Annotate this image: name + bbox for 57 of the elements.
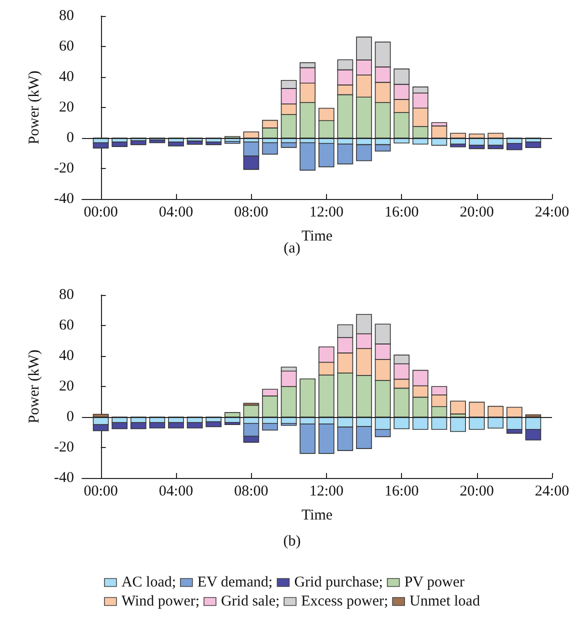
x-tick-label: 04:00 <box>158 204 194 220</box>
bar <box>243 132 260 138</box>
legend-label: EV demand; <box>197 574 273 590</box>
y-tick-label: 0 <box>66 130 74 146</box>
y-tick-label: 20 <box>59 100 74 116</box>
legend-label: Excess power; <box>301 594 388 610</box>
x-tick-label: 00:00 <box>84 484 118 500</box>
y-tick-label: -40 <box>54 191 74 207</box>
y-tick-label: 80 <box>59 287 74 303</box>
y-axis-title: Power (kW) <box>26 350 42 424</box>
y-tick-label: 60 <box>59 38 74 54</box>
x-axis-title: Time <box>301 228 333 244</box>
x-tick-label: 00:00 <box>84 204 118 220</box>
bar <box>450 400 466 414</box>
bar <box>300 142 316 171</box>
y-tick-label: 20 <box>59 378 74 394</box>
x-tick-label: 12:00 <box>309 484 344 500</box>
x-tick-label: 20:00 <box>460 204 494 220</box>
x-tick-label: 20:00 <box>460 484 494 500</box>
y-tick-label: -20 <box>54 440 74 456</box>
legend-label: Wind power; <box>121 594 200 610</box>
x-axis-title: Time <box>301 508 333 524</box>
y-tick-label: -40 <box>54 470 74 486</box>
y-tick-label: 40 <box>59 348 74 364</box>
bar <box>186 140 203 145</box>
legend-label: PV power <box>404 574 464 590</box>
bar <box>168 142 184 146</box>
legend-label: Grid purchase; <box>294 574 383 590</box>
x-tick-label: 08:00 <box>234 484 268 500</box>
bar <box>149 140 166 144</box>
legend-label: Grid sale; <box>220 594 280 610</box>
x-tick-label: 08:00 <box>234 204 268 220</box>
y-axis-title: Power (kW) <box>26 70 42 144</box>
bar <box>130 140 146 146</box>
bar <box>525 142 542 148</box>
x-tick-label: 04:00 <box>158 484 194 500</box>
y-tick-label: 0 <box>66 409 74 425</box>
bar <box>318 142 334 168</box>
bar <box>112 142 128 147</box>
text: (a) <box>284 240 300 256</box>
bar <box>450 416 466 432</box>
legend-label: Unmet load <box>410 594 480 610</box>
x-tick-label: 12:00 <box>309 204 344 220</box>
x-tick-label: 16:00 <box>384 484 419 500</box>
y-tick-label: 60 <box>59 318 74 334</box>
bar <box>262 142 278 155</box>
x-tick-label: 16:00 <box>384 204 419 220</box>
bar <box>206 142 222 146</box>
bar <box>224 422 240 426</box>
x-tick-label: 24:00 <box>534 204 570 220</box>
y-tick-label: 40 <box>59 69 74 85</box>
y-tick-label: 80 <box>59 8 74 24</box>
bar <box>280 142 297 148</box>
text: (b) <box>283 534 301 550</box>
x-tick-label: 24:00 <box>534 484 570 500</box>
y-tick-label: -20 <box>54 160 74 176</box>
legend-label: AC load; <box>121 574 176 590</box>
